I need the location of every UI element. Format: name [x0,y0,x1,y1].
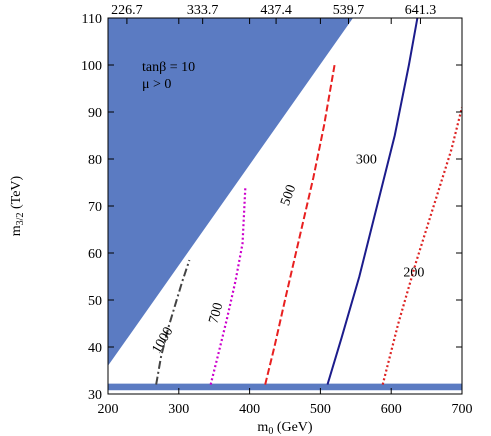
y-tick-label: 70 [88,200,102,215]
x-axis-label: m0 (GeV) [257,420,312,436]
excluded-region-0 [108,18,353,366]
top-tick-label: 641.3 [405,3,437,18]
annotation-mu: μ > 0 [142,77,171,92]
contour-line-1000 [155,259,191,385]
y-tick-label: 80 [88,153,102,168]
contour-label-700: 700 [207,301,227,325]
x-axis-label-unit: (GeV) [273,420,313,435]
contour-line-300 [326,18,419,385]
contour-label-500: 500 [278,183,299,208]
y-axis-label-main: m [9,225,24,236]
x-tick-label: 400 [239,402,260,417]
contour-label-200: 200 [403,266,424,281]
excluded-region-1 [108,383,462,391]
axis-ticks: 200 300 400 500 600 700 30 40 50 60 70 80 90 100 110 22… [81,3,473,417]
contour-line-200 [381,107,462,385]
y-tick-label: 30 [88,388,102,403]
top-tick-label: 437.4 [260,3,292,18]
x-tick-label: 200 [98,402,119,417]
annotation-tanbeta: tanβ = 10 [142,60,195,75]
x-tick-label: 600 [381,402,402,417]
contour-label-1000: 1000 [150,325,177,357]
x-tick-label: 300 [168,402,189,417]
top-tick-label: 226.7 [111,3,143,18]
y-axis-label-unit: (TeV) [9,175,24,212]
x-tick-label: 500 [310,402,331,417]
x-axis-label-sub: 0 [268,426,273,436]
contour-labels: 1000 700 500 300 200 [150,153,425,357]
y-tick-label: 40 [88,341,102,356]
y-axis-label: m3/2 (TeV) [9,175,26,236]
y-tick-label: 50 [88,294,102,309]
contour-curves [155,18,462,385]
y-tick-label: 90 [88,106,102,121]
top-tick-label: 539.7 [333,3,365,18]
x-axis-label-main: m [257,420,268,435]
y-tick-label: 60 [88,247,102,262]
contour-line-700 [209,187,247,385]
y-tick-label: 110 [82,12,102,27]
excluded-regions [108,18,462,391]
contour-line-500 [264,64,336,385]
x-tick-label: 700 [452,402,473,417]
top-tick-label: 333.7 [187,3,219,18]
y-axis-label-sub: 3/2 [15,213,26,226]
contour-label-300: 300 [356,153,377,168]
y-tick-label: 100 [81,59,102,74]
